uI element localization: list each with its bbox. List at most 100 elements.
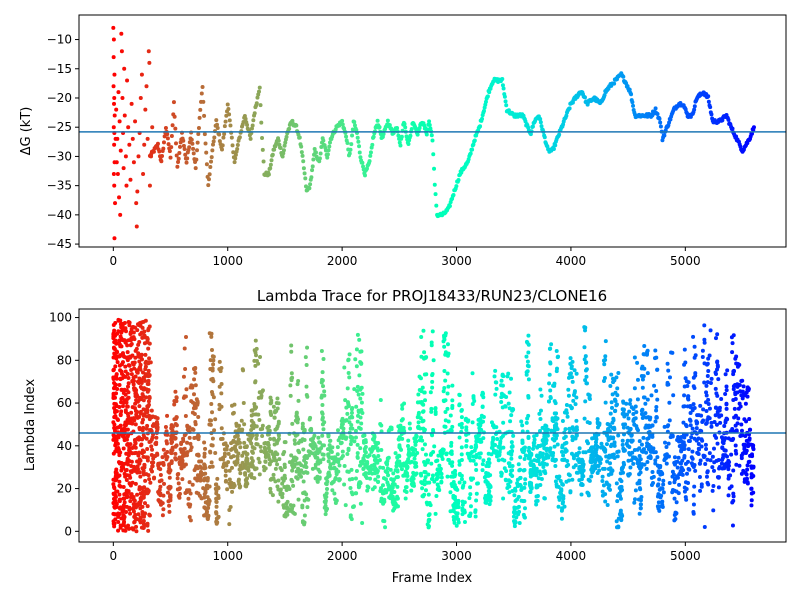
lambda-point: [570, 477, 575, 482]
dg-point: [432, 182, 437, 187]
lambda-point: [303, 460, 308, 465]
dg-point: [371, 134, 376, 139]
lambda-point: [729, 452, 734, 457]
dg-point: [349, 142, 354, 147]
lambda-point: [186, 496, 191, 501]
y-tick-label: −25: [47, 120, 72, 134]
dg-point: [621, 74, 626, 79]
lambda-point: [326, 434, 331, 439]
dg-point: [126, 125, 131, 130]
lambda-point: [627, 401, 632, 406]
lambda-point: [230, 489, 235, 494]
dg-point: [483, 99, 488, 104]
lambda-point: [442, 344, 447, 349]
dg-point: [177, 150, 182, 155]
lambda-point: [600, 479, 605, 484]
lambda-point: [164, 457, 169, 462]
lambda-point: [386, 473, 391, 478]
lambda-point: [675, 459, 680, 464]
lambda-point: [572, 390, 577, 395]
dg-point: [230, 143, 235, 148]
lambda-point: [214, 496, 219, 501]
lambda-point: [355, 451, 360, 456]
lambda-point: [160, 455, 165, 460]
lambda-point: [420, 401, 425, 406]
lambda-point: [385, 480, 390, 485]
dg-point: [630, 100, 635, 105]
lambda-point: [724, 402, 729, 407]
lambda-point: [630, 438, 635, 443]
lambda-point: [269, 449, 274, 454]
lambda-point: [460, 506, 465, 511]
lambda-point: [488, 473, 493, 478]
lambda-point: [115, 360, 120, 365]
lambda-point: [161, 461, 166, 465]
dg-point: [184, 160, 189, 165]
lambda-point: [559, 508, 564, 513]
lambda-point: [321, 427, 326, 432]
dg-point: [602, 93, 607, 98]
lambda-point: [682, 443, 687, 448]
lambda-point: [349, 435, 354, 440]
lambda-point: [288, 393, 293, 398]
dg-point: [201, 99, 206, 104]
lambda-point: [160, 513, 165, 518]
lambda-point: [365, 460, 370, 465]
lambda-point: [133, 394, 138, 399]
lambda-point: [429, 343, 434, 348]
lambda-point: [708, 328, 713, 333]
lambda-point: [192, 392, 196, 397]
lambda-point: [547, 372, 552, 377]
lambda-point: [133, 348, 138, 353]
dg-point: [429, 133, 434, 138]
lambda-point: [188, 441, 193, 446]
lambda-point: [443, 424, 448, 429]
lambda-point: [731, 491, 736, 496]
lambda-point: [223, 473, 228, 478]
lambda-point: [493, 380, 498, 385]
lambda-point: [604, 480, 609, 485]
lambda-point: [345, 386, 350, 391]
lambda-point: [614, 481, 619, 486]
dg-point: [269, 158, 274, 163]
lambda-point: [111, 482, 116, 487]
lambda-point: [691, 502, 696, 507]
lambda-point: [113, 505, 118, 510]
lambda-point: [532, 437, 537, 442]
lambda-point: [582, 357, 587, 362]
lambda-point: [296, 398, 301, 403]
lambda-point: [583, 378, 588, 383]
dg-point: [352, 123, 357, 128]
lambda-point: [699, 413, 704, 418]
lambda-point: [688, 404, 693, 409]
lambda-point: [621, 470, 626, 475]
lambda-point: [457, 462, 462, 467]
lambda-point: [455, 511, 460, 516]
lambda-point: [167, 486, 172, 491]
lambda-point: [643, 411, 648, 416]
lambda-point: [623, 422, 628, 427]
lambda-point: [131, 494, 136, 499]
lambda-point: [390, 488, 395, 493]
lambda-point: [120, 404, 125, 409]
lambda-point: [610, 468, 615, 473]
lambda-point: [128, 417, 133, 422]
lambda-point: [339, 432, 344, 437]
lambda-point: [120, 326, 125, 331]
dg-point: [141, 171, 146, 176]
dg-point: [290, 118, 295, 123]
lambda-point: [303, 355, 308, 360]
dg-point: [361, 164, 366, 169]
lambda-point: [639, 408, 644, 413]
lambda-point: [554, 349, 559, 354]
dg-point: [174, 141, 179, 146]
lambda-point: [483, 500, 488, 505]
lambda-point: [540, 461, 545, 466]
lambda-point: [570, 379, 575, 384]
lambda-point: [144, 455, 149, 460]
lambda-point: [663, 440, 668, 445]
lambda-point: [259, 390, 264, 395]
lambda-point: [197, 474, 202, 479]
dg-point: [195, 140, 200, 145]
lambda-point: [287, 487, 292, 492]
